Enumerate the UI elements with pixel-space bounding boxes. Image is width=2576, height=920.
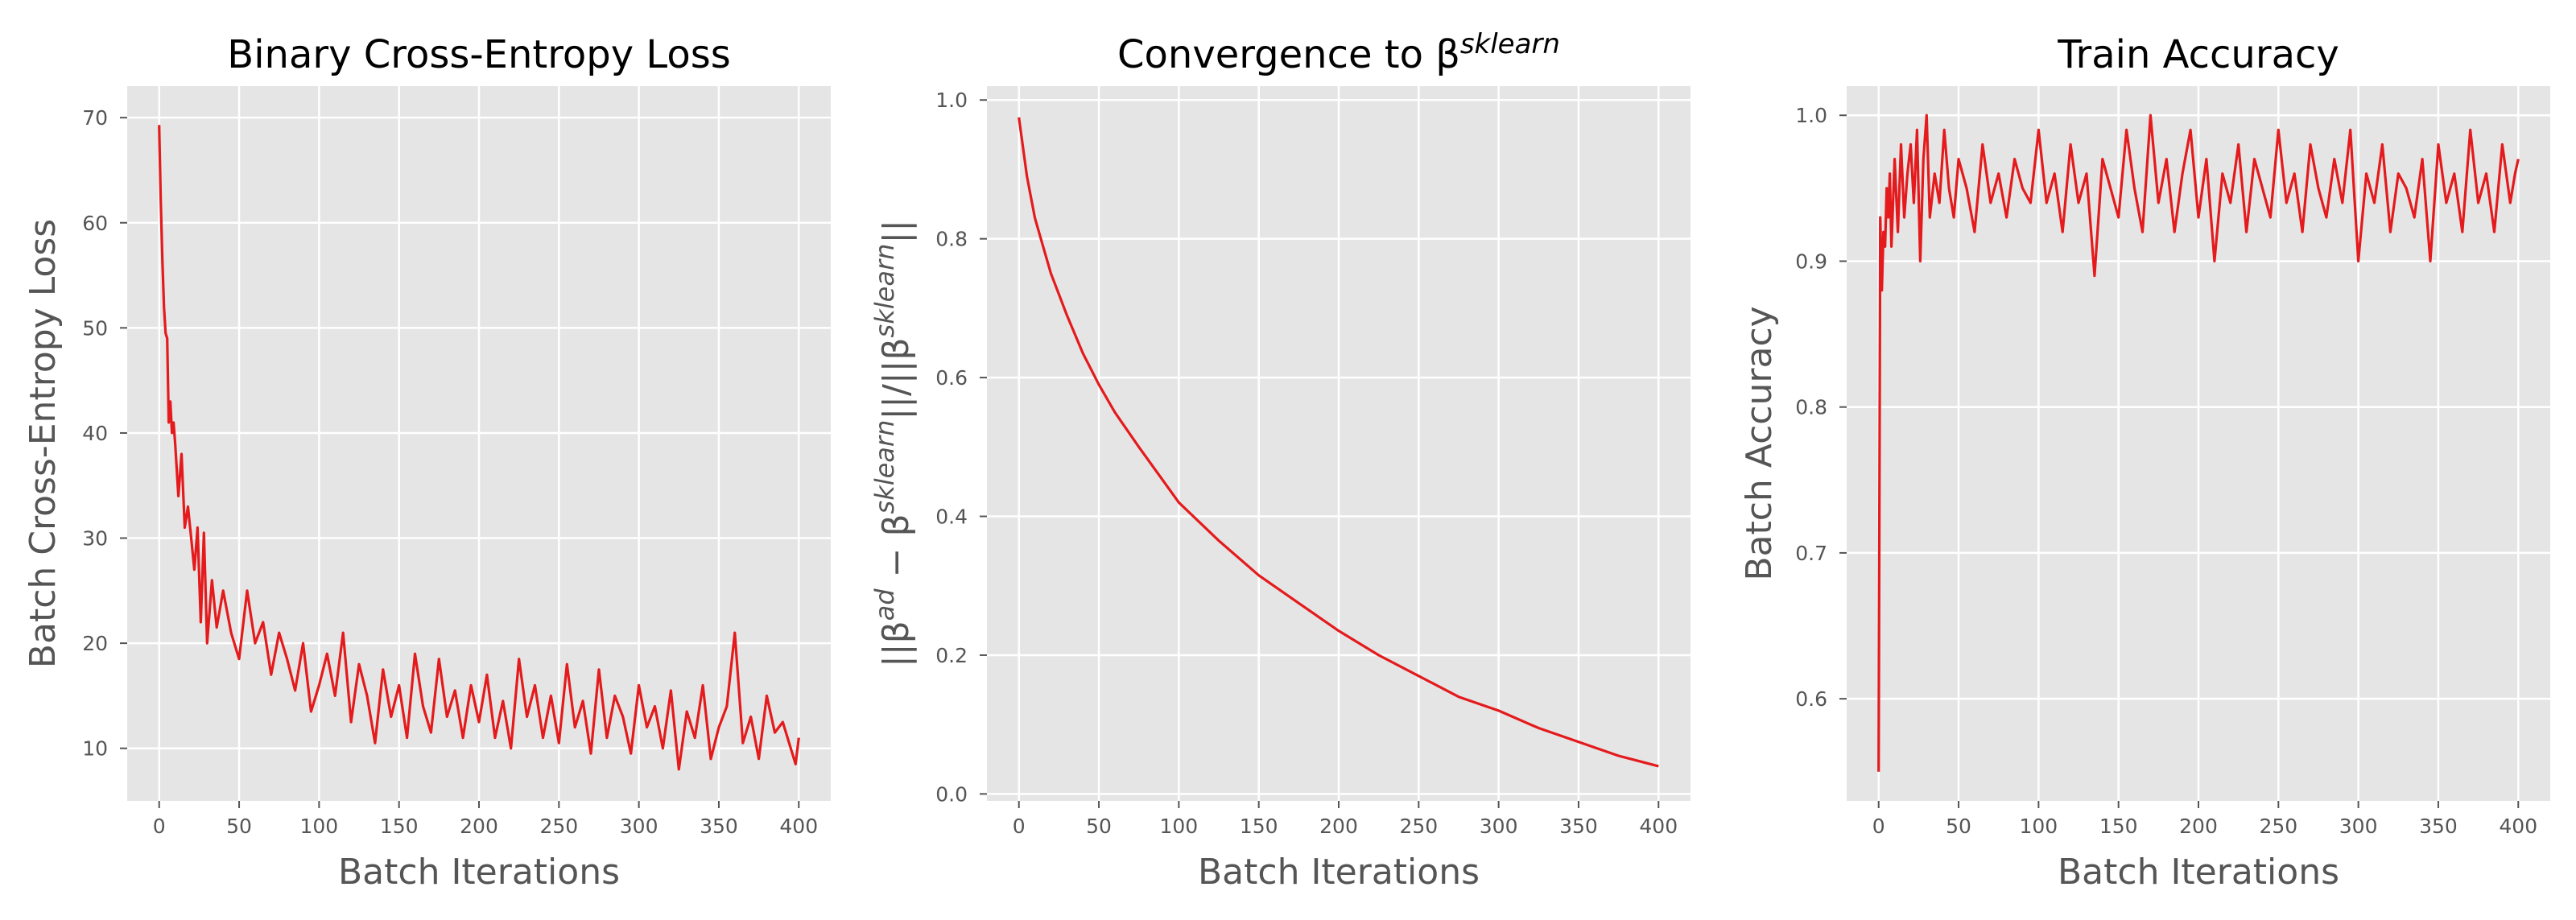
y-tick-label-loss: 70 [82,106,108,130]
y-axis-label-loss: Batch Cross-Entropy Loss [23,219,64,668]
y-tick-label-accuracy: 1.0 [1795,104,1827,127]
x-tick-label-loss: 300 [620,815,658,838]
series-line-accuracy [1877,113,2520,772]
x-tick-label-convergence: 250 [1399,815,1438,838]
panel-convergence: 0 50 100 150 200 250 300 350 400 0.0 0.2 0.4 0.6 0.8 1… [869,28,1690,893]
y-tick-label-convergence: 0.6 [935,366,968,390]
x-tick-label-accuracy: 250 [2259,815,2297,838]
y-tick-label-accuracy: 0.9 [1795,250,1827,273]
x-tick-label-convergence: 150 [1240,815,1278,838]
x-tick-label-loss: 250 [539,815,578,838]
panel-loss: 0 50 100 150 200 250 300 350 400 10 20 30 40 50 60 70 B… [23,32,831,893]
y-tick-label-loss: 30 [82,527,108,551]
ticks-accuracy: 0 50 100 150 200 250 300 350 400 0.6 0.7 0.8 0.9 1.0 [1795,104,2537,838]
y-axis-label-accuracy: Batch Accuracy [1739,306,1780,580]
x-tick-label-loss: 100 [300,815,339,838]
y-tick-label-loss: 20 [82,632,108,655]
chart-title-convergence: Convergence to βsklearn [1117,28,1560,77]
x-tick-label-convergence: 0 [1013,815,1026,838]
x-tick-label-accuracy: 100 [2020,815,2058,838]
series-line-convergence [1018,117,1659,768]
series-accuracy [1877,113,2520,772]
x-tick-label-convergence: 400 [1639,815,1678,838]
x-axis-label-convergence: Batch Iterations [1198,852,1480,893]
x-tick-label-accuracy: 150 [2099,815,2138,838]
series-line-loss [158,125,800,771]
panel-accuracy: 0 50 100 150 200 250 300 350 4000.60.70.80.91.0 … [1739,32,2550,893]
x-tick-label-loss: 350 [700,815,738,838]
x-tick-label-accuracy: 400 [2499,815,2537,838]
x-tick-label-accuracy: 300 [2339,815,2378,838]
x-tick-label-convergence: 100 [1160,815,1199,838]
x-axis-label-loss: Batch Iterations [338,852,620,893]
x-tick-label-loss: 400 [779,815,818,838]
x-tick-label-convergence: 200 [1319,815,1358,838]
y-tick-label-loss: 10 [82,737,108,761]
x-axis-label-accuracy: Batch Iterations [2058,852,2339,893]
x-tick-label-accuracy: 0 [1872,815,1885,838]
ticks-convergence: 0 50 100 150 200 250 300 350 400 0.0 0.2 0.4 0.6 0.8 1… [935,89,1678,838]
chart-title-convergence-superscript: sklearn [1460,28,1560,60]
x-tick-label-convergence: 350 [1559,815,1598,838]
y-tick-label-accuracy: 0.7 [1795,542,1827,565]
x-tick-label-convergence: 50 [1086,815,1112,838]
series-convergence [1018,117,1659,768]
y-tick-label-convergence: 0.0 [935,782,968,806]
chart-title-convergence-main: Convergence to β [1117,32,1460,77]
y-tick-label-loss: 40 [82,422,108,445]
chart-title-loss: Binary Cross-Entropy Loss [227,32,730,77]
x-tick-label-loss: 200 [460,815,498,838]
y-tick-label-convergence: 1.0 [935,89,968,112]
x-tick-label-loss: 150 [380,815,419,838]
y-tick-label-loss: 60 [82,212,108,235]
gridlines-convergence [987,86,1690,801]
gridlines-loss [127,86,831,801]
y-tick-label-convergence: 0.8 [935,228,968,251]
ticks-loss: 0 50 100 150 200 250 300 350 400 10 20 30 40 50 60 70 [82,106,818,838]
y-tick-label-convergence: 0.2 [935,644,968,667]
series-loss [158,125,800,771]
y-axis-label-convergence: ||βad − βsklearn||/||βsklearn|| [869,220,917,667]
x-tick-label-loss: 0 [153,815,166,838]
y-tick-label-accuracy: 0.6 [1795,687,1827,711]
x-tick-label-loss: 50 [226,815,252,838]
x-tick-label-convergence: 300 [1480,815,1518,838]
y-tick-label-accuracy: 0.8 [1795,396,1827,419]
x-tick-label-accuracy: 50 [1946,815,1971,838]
y-tick-label-convergence: 0.4 [935,505,968,529]
y-tick-label-loss: 50 [82,316,108,340]
chart-title-accuracy: Train Accuracy [2057,32,2339,77]
x-tick-label-accuracy: 350 [2419,815,2458,838]
x-tick-label-accuracy: 200 [2179,815,2218,838]
